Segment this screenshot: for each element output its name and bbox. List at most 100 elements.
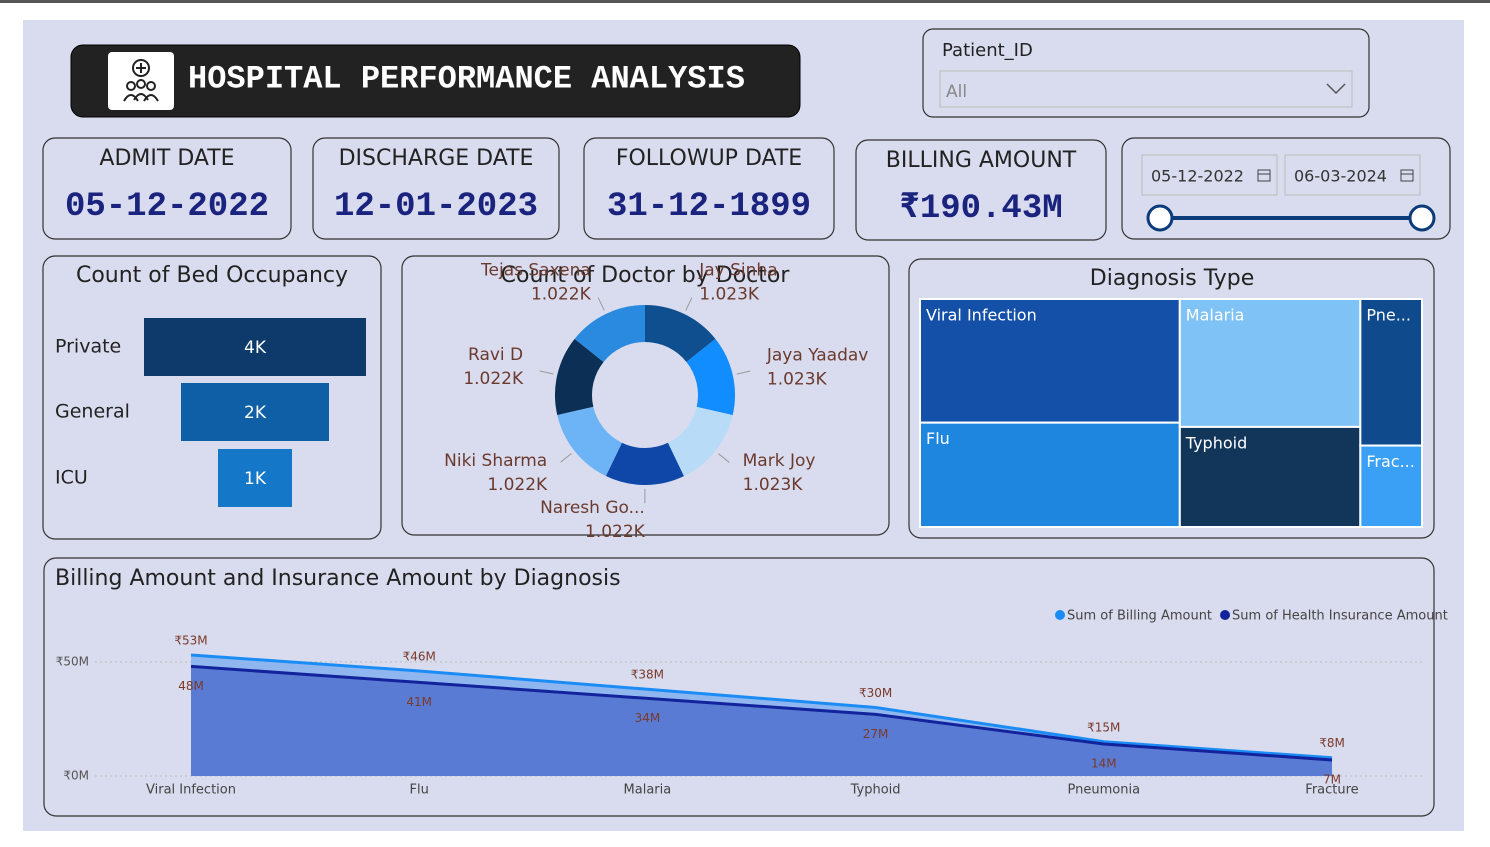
y-tick-label: ₹50M	[56, 654, 89, 668]
donut-value: 1.023K	[743, 475, 804, 495]
x-tick-label: Flu	[410, 783, 429, 798]
card-label: BILLING AMOUNT	[886, 148, 1077, 173]
range-handle[interactable]	[1408, 204, 1436, 232]
data-label: 14M	[1091, 757, 1117, 771]
donut-label: Ravi D	[468, 345, 523, 365]
treemap-tile	[919, 421, 1181, 528]
donut-slice	[574, 305, 645, 362]
header-title: HOSPITAL PERFORMANCE ANALYSIS	[188, 60, 745, 97]
treemap-tile	[1359, 444, 1423, 529]
data-label: ₹38M	[631, 668, 664, 682]
tile-label: Flu	[926, 429, 950, 448]
slicer-label: Patient_ID	[942, 40, 1033, 61]
card-label: FOLLOWUP DATE	[616, 146, 802, 171]
x-tick-label: Fracture	[1305, 783, 1358, 798]
donut-slice	[686, 338, 735, 416]
funnel-bar	[218, 449, 292, 507]
slicer-dropdown[interactable]	[939, 70, 1353, 108]
tile-label: Pne...	[1366, 306, 1411, 325]
date-slicer	[1121, 137, 1451, 240]
donut-value: 1.022K	[585, 522, 646, 542]
card-label: DISCHARGE DATE	[339, 146, 534, 171]
x-tick-label: Viral Infection	[146, 783, 236, 798]
card	[583, 137, 835, 240]
leader-line	[736, 370, 751, 375]
series-line	[190, 664, 1333, 762]
date-input[interactable]	[1284, 154, 1421, 196]
treemap-tile	[919, 298, 1181, 424]
tile-label: Frac...	[1366, 452, 1414, 471]
donut-panel	[401, 255, 890, 536]
card-value: ₹190.43M	[899, 190, 1062, 228]
legend-label: Sum of Health Insurance Amount	[1232, 609, 1448, 624]
leader-line	[718, 453, 730, 463]
treemap-tile	[1359, 298, 1423, 447]
data-label: 41M	[406, 695, 432, 709]
calendar-icons	[1257, 169, 1414, 182]
data-label: 7M	[1323, 773, 1341, 787]
tile-label: Typhoid	[1185, 433, 1247, 452]
chevron	[1326, 83, 1346, 95]
funnel-panel	[42, 255, 382, 540]
donut-value: 1.023K	[767, 369, 828, 389]
donut-slice	[555, 338, 604, 415]
x-tick-label: Pneumonia	[1068, 783, 1141, 798]
series-line	[190, 653, 1333, 760]
tile-label: Malaria	[1186, 306, 1245, 325]
card-value: 05-12-2022	[65, 188, 269, 226]
date-input[interactable]	[1141, 154, 1278, 196]
leader-line	[560, 453, 572, 463]
card-value: 31-12-1899	[607, 188, 811, 226]
leader-line	[539, 370, 554, 375]
donut-label: Jay Sinha	[698, 260, 777, 280]
legend-label: Sum of Billing Amount	[1067, 609, 1212, 624]
donut-value: 1.022K	[531, 284, 592, 304]
patient-slicer	[922, 28, 1370, 118]
donut-label: Tejas Saxena	[480, 260, 591, 280]
date-end: 06-03-2024	[1294, 167, 1387, 186]
slicer-value: All	[946, 82, 967, 102]
treemap-tile	[1178, 425, 1362, 528]
donut-slice	[605, 442, 684, 486]
funnel-bar	[181, 383, 329, 441]
x-tick-label: Typhoid	[850, 783, 901, 798]
category-label: General	[55, 401, 130, 423]
card-label: ADMIT DATE	[99, 146, 234, 171]
y-tick-label: ₹0M	[63, 769, 89, 783]
donut-label: Naresh Go...	[540, 498, 645, 518]
value-label: 4K	[244, 338, 267, 358]
value-label: 1K	[244, 469, 267, 489]
data-label: ₹46M	[403, 649, 436, 663]
donut-slice	[667, 406, 733, 477]
donut-value: 1.022K	[463, 369, 524, 389]
card	[312, 137, 560, 240]
donut-slice	[645, 305, 716, 362]
data-label: 48M	[178, 679, 204, 693]
value-label: 2K	[244, 403, 267, 423]
category-label: ICU	[55, 467, 88, 489]
data-label: 34M	[635, 711, 661, 725]
range-handle[interactable]	[1146, 204, 1174, 232]
donut-value: 1.023K	[699, 284, 760, 304]
leader-line	[685, 297, 693, 311]
chart-title: Diagnosis Type	[1090, 266, 1254, 291]
legend-marker	[1220, 610, 1231, 620]
icon-glyph	[123, 59, 159, 102]
funnel-bar	[144, 318, 366, 376]
card-value: 12-01-2023	[334, 188, 538, 226]
tile-label: Viral Infection	[926, 306, 1037, 325]
x-tick-label: Malaria	[624, 783, 672, 798]
data-label: ₹30M	[859, 686, 892, 700]
date-start: 05-12-2022	[1151, 167, 1244, 186]
data-label: ₹53M	[174, 633, 207, 647]
top-bar	[0, 0, 1490, 3]
treemap-panel	[908, 258, 1435, 539]
card	[42, 137, 292, 240]
donut-value: 1.022K	[487, 475, 548, 495]
legend-marker	[1055, 610, 1065, 620]
data-label: ₹8M	[1319, 736, 1345, 750]
leader-line	[597, 297, 605, 311]
area-fill	[191, 666, 1332, 776]
chart-title: Billing Amount and Insurance Amount by D…	[55, 566, 621, 591]
